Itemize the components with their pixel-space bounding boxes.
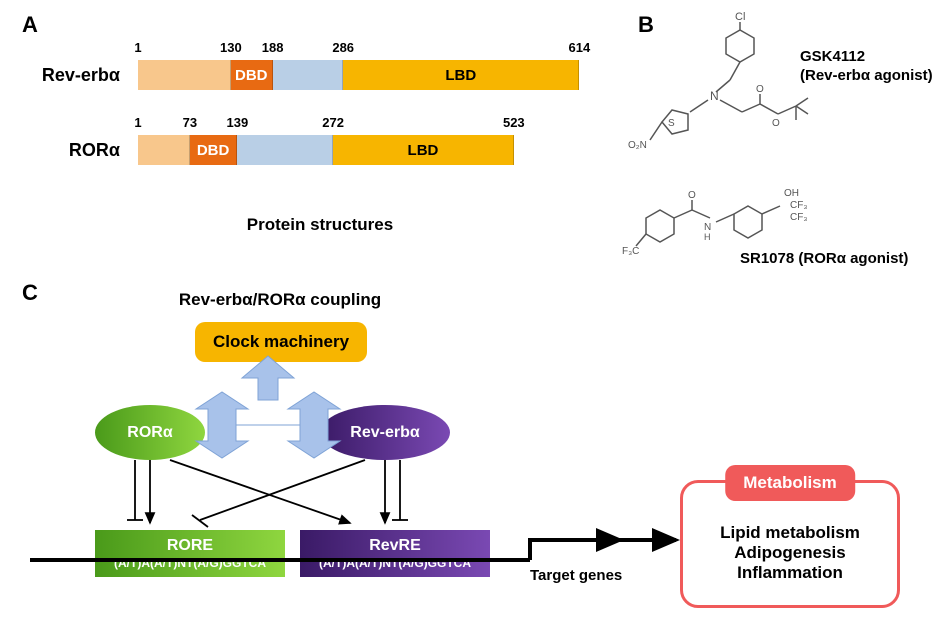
domain-tick: 1 [134,115,141,130]
domain-segment [237,135,333,165]
protein-name: Rev-erbα [30,65,120,86]
svg-text:N: N [704,222,711,233]
target-genes-label: Target genes [530,567,622,584]
domain-bar: DBDLBD173139272523 [138,135,514,165]
domain-segment: LBD [333,135,514,165]
rore-box: RORE (A/T)A(A/T)NT(A/G)GGTCA [95,530,285,577]
panel-a-label: A [22,12,38,38]
svg-text:H: H [704,232,711,242]
domain-bar: DBDLBD1130188286614 [138,60,579,90]
metab-line-2: Inflammation [711,563,869,583]
svg-text:F₃C: F₃C [622,246,639,257]
chem1-subtitle: (Rev-erbα agonist) [800,67,933,84]
chem2-label: SR1078 (RORα agonist) [740,250,908,269]
chem1-structure: Cl N S O₂N O O [628,11,808,151]
protein-row: Rev-erbαDBDLBD1130188286614 [30,60,579,90]
domain-segment [138,135,190,165]
panel-c-label: C [22,280,38,306]
panel-b-label: B [638,12,654,38]
protein-row: RORαDBDLBD173139272523 [30,135,514,165]
coupling-heading: Rev-erbα/RORα coupling [150,290,410,310]
domain-tick: 130 [220,40,242,55]
rore-title: RORE [105,536,275,556]
chem2-structure: F₃C O N H OH CF₃ CF₃ [622,188,807,257]
svg-text:O: O [772,118,780,129]
domain-segment: DBD [190,135,238,165]
domain-segment [273,60,344,90]
revre-seq: (A/T)A(A/T)NT(A/G)GGTCA [310,556,480,571]
chem1-label: GSK4112 (Rev-erbα agonist) [800,48,933,86]
protein-name: RORα [30,140,120,161]
domain-tick: 1 [134,40,141,55]
protein-structures-caption: Protein structures [210,215,430,235]
svg-text:S: S [668,118,675,129]
svg-text:O: O [688,190,696,201]
metab-line-1: Adipogenesis [711,543,869,563]
svg-text:Cl: Cl [735,11,745,23]
rev-label: Rev-erbα [350,424,419,442]
svg-text:N: N [710,89,719,103]
rev-ellipse: Rev-erbα [320,405,450,460]
domain-segment: LBD [343,60,579,90]
svg-text:O: O [756,84,764,95]
domain-tick: 139 [227,115,249,130]
revre-title: RevRE [310,536,480,556]
svg-text:OH: OH [784,188,799,199]
svg-text:CF₃: CF₃ [790,212,807,223]
revre-box: RevRE (A/T)A(A/T)NT(A/G)GGTCA [300,530,490,577]
clock-machinery-box: Clock machinery [195,322,367,362]
domain-tick: 614 [569,40,591,55]
domain-tick: 73 [183,115,197,130]
svg-text:O₂N: O₂N [628,140,647,151]
ror-label: RORα [127,424,172,442]
domain-segment [138,60,231,90]
domain-tick: 272 [322,115,344,130]
domain-tick: 523 [503,115,525,130]
domain-tick: 188 [262,40,284,55]
rore-seq: (A/T)A(A/T)NT(A/G)GGTCA [105,556,275,571]
metab-line-0: Lipid metabolism [711,523,869,543]
metabolism-tag: Metabolism [725,465,855,501]
svg-text:CF₃: CF₃ [790,200,807,211]
domain-tick: 286 [332,40,354,55]
domain-segment: DBD [231,60,273,90]
metabolism-box: Metabolism Lipid metabolism Adipogenesis… [680,480,900,608]
chem1-name: GSK4112 [800,48,865,65]
ror-ellipse: RORα [95,405,205,460]
